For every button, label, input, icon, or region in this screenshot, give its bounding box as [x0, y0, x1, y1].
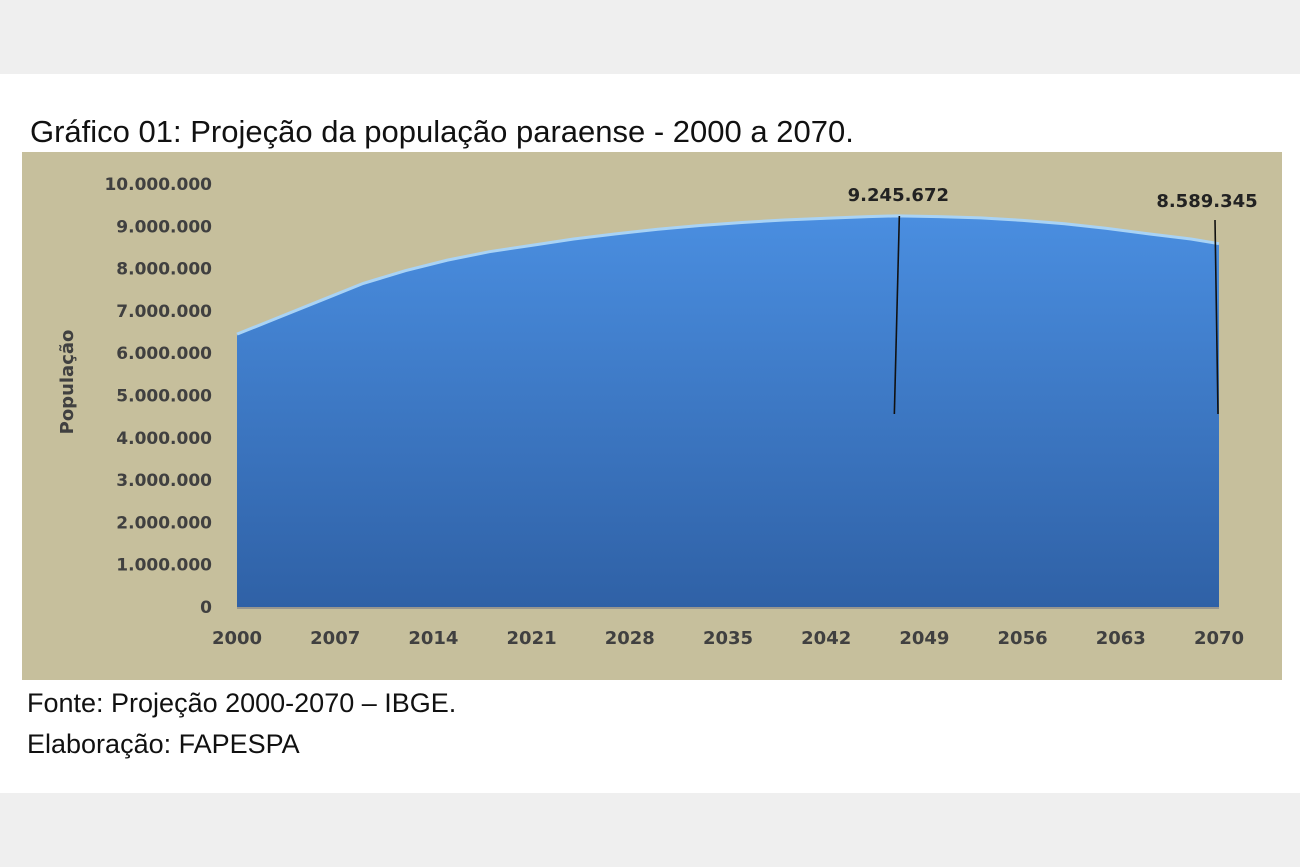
annotation-label: 8.589.345 — [1156, 191, 1257, 212]
document-page: Gráfico 01: Projeção da população paraen… — [0, 74, 1300, 793]
x-tick-label: 2070 — [1194, 628, 1244, 649]
y-tick-label: 9.000.000 — [116, 217, 212, 237]
figure-title: Gráfico 01: Projeção da população paraen… — [30, 114, 854, 149]
x-tick-label: 2056 — [998, 628, 1048, 649]
credit-note: Elaboração: FAPESPA — [27, 729, 300, 759]
x-tick-label: 2000 — [212, 628, 262, 649]
y-axis-ticks: 0 1.000.000 2.000.000 3.000.000 4.000.000 5.0… — [104, 175, 212, 618]
y-tick-label: 1.000.000 — [116, 556, 212, 576]
x-tick-label: 2014 — [408, 628, 458, 649]
y-tick-label: 6.000.000 — [116, 344, 212, 364]
x-axis-ticks: 2000 2007 2014 2021 2028 2035 2042 2049 2056 2063… — [212, 628, 1244, 649]
y-tick-label: 0 — [200, 598, 212, 618]
population-area-chart: 0 1.000.000 2.000.000 3.000.000 4.000.000 5.0… — [57, 175, 1258, 649]
source-note: Fonte: Projeção 2000-2070 – IBGE. — [27, 688, 457, 718]
y-axis-label: População — [57, 330, 78, 435]
y-tick-label: 5.000.000 — [116, 387, 212, 407]
x-tick-label: 2063 — [1096, 628, 1146, 649]
chart-panel: 0 1.000.000 2.000.000 3.000.000 4.000.000 5.0… — [22, 152, 1282, 680]
x-tick-label: 2028 — [605, 628, 655, 649]
y-tick-label: 3.000.000 — [116, 471, 212, 491]
data-annotations: 9.245.672 8.589.345 — [848, 185, 1258, 415]
population-area-edge — [236, 214, 1220, 336]
y-tick-label: 10.000.000 — [104, 175, 212, 195]
annotation-label: 9.245.672 — [848, 185, 949, 206]
x-tick-label: 2049 — [899, 628, 949, 649]
x-tick-label: 2042 — [801, 628, 851, 649]
y-tick-label: 2.000.000 — [116, 513, 212, 533]
y-tick-label: 4.000.000 — [116, 429, 212, 449]
annotation-leader-line — [1214, 219, 1219, 415]
x-tick-label: 2007 — [310, 628, 360, 649]
population-area — [237, 215, 1219, 607]
x-tick-label: 2021 — [507, 628, 557, 649]
annotation-leader-line — [893, 215, 901, 415]
x-tick-label: 2035 — [703, 628, 753, 649]
y-tick-label: 8.000.000 — [116, 260, 212, 280]
y-tick-label: 7.000.000 — [116, 302, 212, 322]
